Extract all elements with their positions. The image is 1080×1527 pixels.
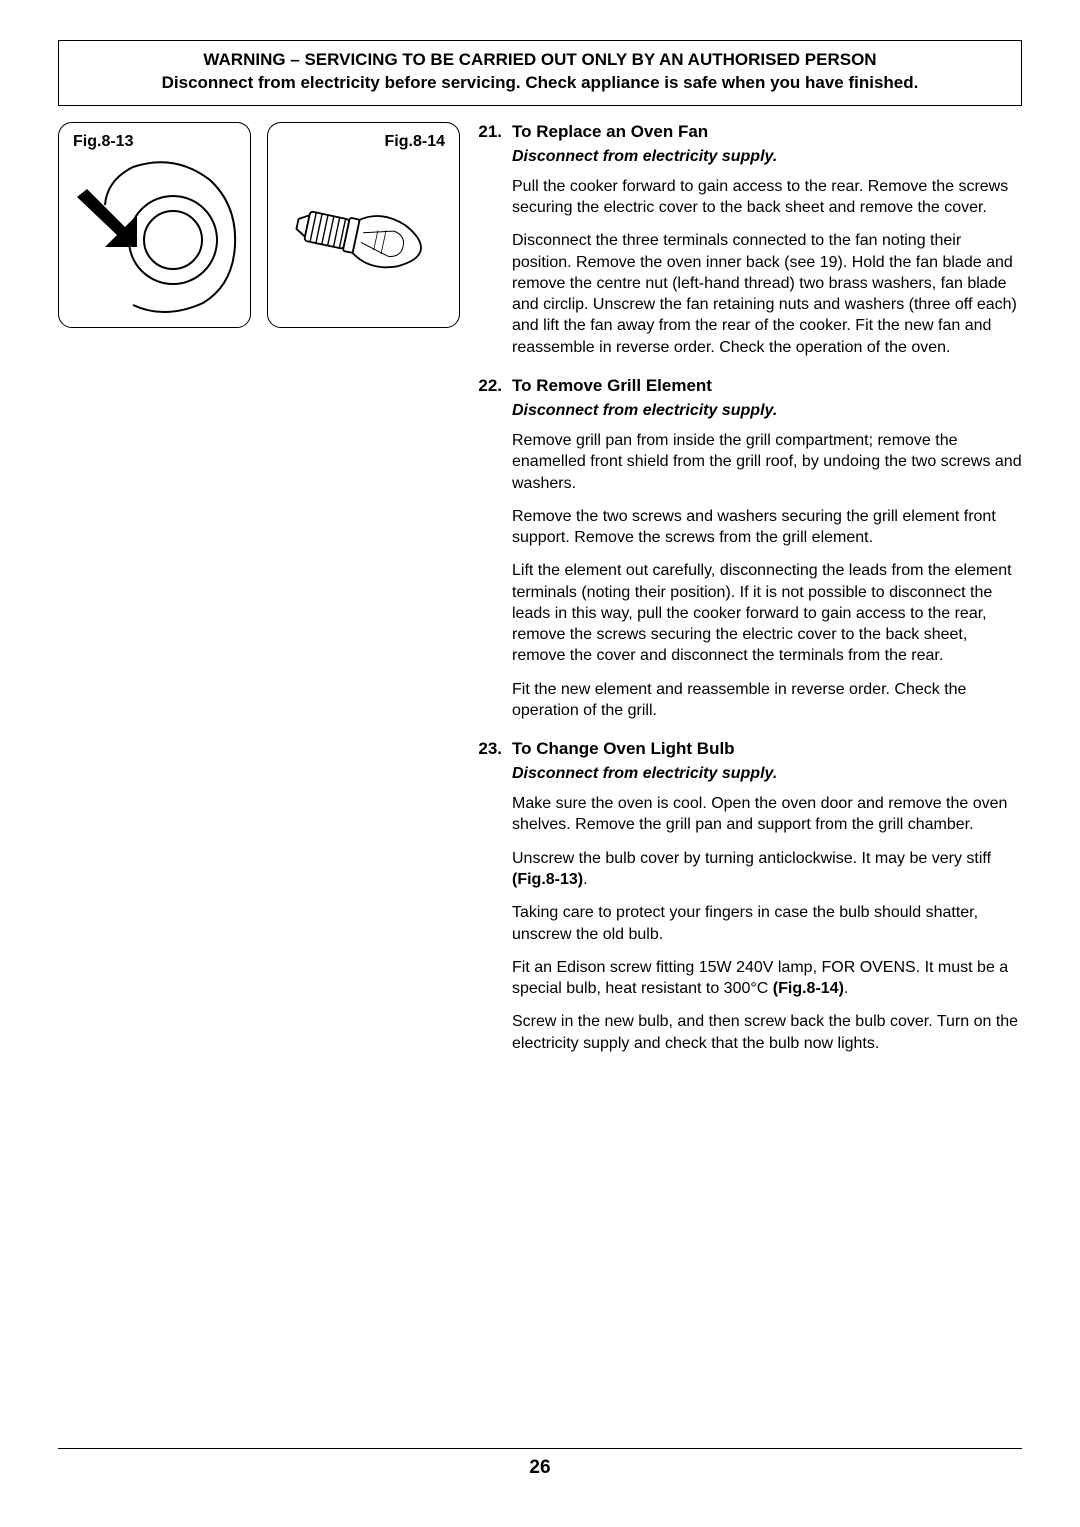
section-21-warning: Disconnect from electricity supply. [512,148,1022,166]
section-22-para-4: Fit the new element and reassemble in re… [512,679,1022,722]
section-22-para-1: Remove grill pan from inside the grill c… [512,430,1022,494]
section-23-number: 23. [478,739,512,1066]
warning-line-1: WARNING – SERVICING TO BE CARRIED OUT ON… [79,49,1001,72]
section-23-title: To Change Oven Light Bulb [512,739,1022,759]
page-number: 26 [529,1457,550,1478]
instructions-column: 21. To Replace an Oven Fan Disconnect fr… [478,122,1022,1072]
section-22-para-2: Remove the two screws and washers securi… [512,506,1022,549]
section-23-para-3: Taking care to protect your fingers in c… [512,902,1022,945]
figures-column: Fig.8-13 Fig.8-14 [58,122,460,1072]
section-23: 23. To Change Oven Light Bulb Disconnect… [478,739,1022,1066]
section-23-body: To Change Oven Light Bulb Disconnect fro… [512,739,1022,1066]
page-footer: 26 [58,1448,1022,1479]
section-23-para-5: Screw in the new bulb, and then screw ba… [512,1011,1022,1054]
section-22-title: To Remove Grill Element [512,376,1022,396]
section-21-para-2: Disconnect the three terminals connected… [512,230,1022,358]
section-21: 21. To Replace an Oven Fan Disconnect fr… [478,122,1022,370]
section-21-para-1: Pull the cooker forward to gain access t… [512,176,1022,219]
section-22: 22. To Remove Grill Element Disconnect f… [478,376,1022,733]
section-21-body: To Replace an Oven Fan Disconnect from e… [512,122,1022,370]
section-22-para-3: Lift the element out carefully, disconne… [512,560,1022,666]
light-bulb-icon [274,135,454,325]
section-23-warning: Disconnect from electricity supply. [512,765,1022,783]
section-23-para-4: Fit an Edison screw fitting 15W 240V lam… [512,957,1022,1000]
section-23-para-1: Make sure the oven is cool. Open the ove… [512,793,1022,836]
warning-box: WARNING – SERVICING TO BE CARRIED OUT ON… [58,40,1022,106]
section-21-number: 21. [478,122,512,370]
section-23-para-2: Unscrew the bulb cover by turning anticl… [512,848,1022,891]
section-22-warning: Disconnect from electricity supply. [512,402,1022,420]
bulb-cover-diagram-icon [65,135,245,325]
figure-8-13-box: Fig.8-13 [58,122,251,328]
figure-8-14-box: Fig.8-14 [267,122,460,328]
section-21-title: To Replace an Oven Fan [512,122,1022,142]
section-22-body: To Remove Grill Element Disconnect from … [512,376,1022,733]
section-22-number: 22. [478,376,512,733]
warning-line-2: Disconnect from electricity before servi… [79,72,1001,95]
main-content-row: Fig.8-13 Fig.8-14 [58,122,1022,1072]
